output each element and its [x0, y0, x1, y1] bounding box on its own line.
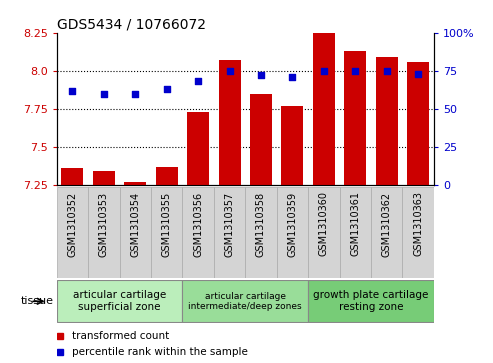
Text: transformed count: transformed count — [72, 331, 169, 341]
Text: GDS5434 / 10766072: GDS5434 / 10766072 — [57, 17, 206, 32]
Bar — [156, 167, 177, 185]
Point — [288, 74, 296, 80]
Bar — [371, 187, 402, 278]
Bar — [62, 168, 83, 185]
Bar — [277, 187, 308, 278]
Point — [131, 91, 139, 97]
Bar — [218, 60, 241, 185]
Bar — [187, 112, 209, 185]
Bar — [308, 280, 434, 322]
Text: GSM1310360: GSM1310360 — [319, 192, 329, 257]
Point — [163, 86, 171, 92]
Text: GSM1310353: GSM1310353 — [99, 192, 109, 257]
Text: GSM1310358: GSM1310358 — [256, 192, 266, 257]
Point — [352, 68, 359, 74]
Bar — [182, 280, 308, 322]
Point — [194, 78, 202, 84]
Bar — [93, 171, 115, 185]
Text: tissue: tissue — [21, 296, 54, 306]
Text: GSM1310357: GSM1310357 — [224, 192, 235, 257]
Point — [226, 68, 234, 74]
Bar — [88, 187, 119, 278]
Bar — [407, 62, 429, 185]
Text: GSM1310352: GSM1310352 — [68, 192, 77, 257]
Text: GSM1310362: GSM1310362 — [382, 192, 392, 257]
Point — [69, 88, 76, 94]
Text: GSM1310354: GSM1310354 — [130, 192, 141, 257]
Point — [414, 71, 422, 77]
Bar — [402, 187, 434, 278]
Point — [100, 91, 108, 97]
Text: GSM1310361: GSM1310361 — [350, 192, 360, 257]
Point — [320, 68, 328, 74]
Bar — [313, 33, 335, 185]
Text: GSM1310359: GSM1310359 — [287, 192, 297, 257]
Bar — [57, 280, 182, 322]
Text: GSM1310355: GSM1310355 — [162, 192, 172, 257]
Bar — [182, 187, 214, 278]
Bar — [245, 187, 277, 278]
Text: articular cartilage
intermediate/deep zones: articular cartilage intermediate/deep zo… — [188, 291, 302, 311]
Text: GSM1310356: GSM1310356 — [193, 192, 203, 257]
Point — [257, 73, 265, 78]
Text: GSM1310363: GSM1310363 — [413, 192, 423, 257]
Bar — [376, 57, 398, 185]
Bar — [119, 187, 151, 278]
Text: percentile rank within the sample: percentile rank within the sample — [72, 347, 247, 357]
Bar — [344, 51, 366, 185]
Bar — [250, 94, 272, 185]
Bar — [124, 182, 146, 185]
Bar — [214, 187, 246, 278]
Bar — [340, 187, 371, 278]
Text: articular cartilage
superficial zone: articular cartilage superficial zone — [73, 290, 166, 312]
Bar — [151, 187, 182, 278]
Point — [383, 68, 390, 74]
Bar — [57, 187, 88, 278]
Bar — [308, 187, 340, 278]
Bar — [282, 106, 303, 185]
Text: growth plate cartilage
resting zone: growth plate cartilage resting zone — [313, 290, 429, 312]
